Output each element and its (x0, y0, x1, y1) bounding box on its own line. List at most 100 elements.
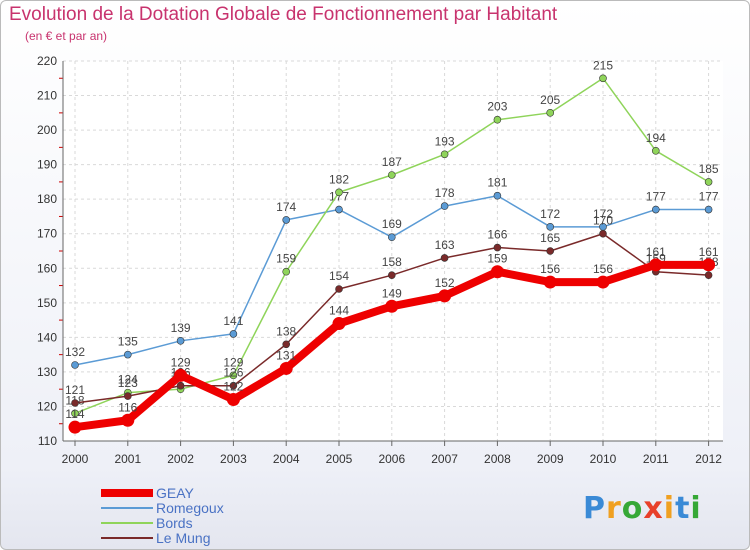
data-point (229, 381, 238, 390)
data-label: 159 (276, 252, 296, 266)
data-label: 193 (435, 134, 455, 148)
y-tick-label: 140 (37, 330, 57, 344)
data-point (546, 109, 555, 117)
x-tick-label: 2005 (326, 452, 353, 466)
data-label: 122 (223, 380, 243, 394)
data-label: 159 (487, 252, 507, 266)
legend-item-romegoux: Romegoux (101, 500, 224, 516)
data-label: 177 (646, 190, 666, 204)
data-point (229, 371, 238, 380)
data-label: 131 (276, 348, 296, 362)
legend-label: Romegoux (156, 500, 224, 516)
data-point (702, 258, 716, 272)
data-point (282, 267, 291, 276)
x-tick-label: 2012 (695, 452, 722, 466)
x-tick-label: 2011 (643, 452, 669, 466)
data-label: 163 (435, 238, 455, 252)
y-tick-label: 180 (37, 192, 57, 206)
data-point (490, 265, 504, 279)
data-point (121, 413, 135, 427)
data-point (279, 361, 293, 375)
data-label: 158 (382, 255, 402, 269)
data-point (71, 409, 79, 418)
data-point (599, 229, 607, 238)
logo-letter: P (583, 491, 606, 526)
data-label: 165 (540, 231, 560, 245)
data-point (176, 337, 185, 345)
series-geay: 114 116 129 122 131 144 149 152 159 156 156 161 161 (65, 245, 719, 434)
data-point (335, 188, 343, 197)
y-tick-label: 130 (37, 365, 57, 379)
data-label: 215 (593, 58, 613, 72)
data-point (704, 205, 713, 214)
data-label: 126 (223, 366, 243, 380)
data-point (440, 202, 449, 210)
y-tick-label: 160 (37, 261, 57, 275)
logo-letter: x (643, 491, 664, 526)
x-tick-label: 2006 (378, 452, 405, 466)
data-label: 154 (329, 269, 349, 283)
data-point (440, 254, 449, 262)
data-label: 161 (646, 245, 666, 259)
data-label: 177 (699, 190, 719, 204)
data-point (124, 392, 132, 400)
data-point (174, 368, 188, 382)
data-point (546, 223, 555, 231)
data-label: 182 (329, 172, 349, 186)
y-tick-label: 170 (37, 227, 57, 241)
chart-subtitle: (en € et par an) (25, 29, 108, 43)
data-label: 139 (171, 321, 191, 335)
data-label: 129 (223, 355, 243, 369)
y-tick-label: 200 (37, 123, 57, 137)
data-label: 141 (223, 314, 243, 328)
proxiti-logo: Proxiti (583, 491, 702, 526)
x-tick-label: 2007 (431, 452, 458, 466)
data-label: 203 (487, 100, 507, 114)
data-label: 116 (118, 400, 137, 414)
legend-item-bords: Bords (101, 515, 193, 531)
data-label: 178 (435, 186, 455, 200)
data-label: 172 (540, 207, 560, 221)
x-tick-label: 2000 (62, 452, 89, 466)
data-point (493, 115, 502, 124)
data-label: 156 (593, 262, 613, 276)
data-point (71, 361, 79, 369)
data-label: 172 (593, 207, 613, 221)
data-point (226, 393, 240, 407)
y-tick-label: 210 (37, 89, 57, 103)
x-tick-label: 2010 (590, 452, 617, 466)
plot-area (63, 61, 723, 441)
data-label: 156 (540, 262, 560, 276)
data-label: 169 (382, 217, 402, 231)
legend-label: GEAY (156, 485, 195, 501)
data-label: 138 (276, 324, 296, 338)
logo-letter: r (606, 491, 622, 526)
data-point (543, 275, 557, 289)
data-point (599, 74, 607, 83)
chart-title: Evolution de la Dotation Globale de Fonc… (9, 4, 558, 25)
data-label: 144 (329, 304, 349, 318)
data-point (493, 243, 502, 252)
y-tick-label: 120 (37, 399, 57, 413)
data-point (704, 178, 713, 186)
data-point (335, 205, 343, 214)
logo-letter: i (690, 491, 702, 526)
x-tick-label: 2008 (484, 452, 511, 466)
data-point (649, 258, 663, 272)
legend-item-geay: GEAY (101, 485, 195, 501)
data-label: 194 (646, 131, 666, 145)
data-label: 129 (171, 355, 191, 369)
data-label: 161 (699, 245, 719, 259)
y-tick-label: 110 (38, 434, 57, 448)
data-label: 187 (382, 155, 402, 169)
logo-letter: o (621, 491, 644, 526)
data-label: 185 (699, 162, 719, 176)
data-label: 132 (65, 345, 85, 359)
y-tick-label: 150 (37, 296, 57, 310)
data-point (596, 275, 610, 289)
data-point (385, 299, 399, 313)
data-point (546, 247, 555, 255)
data-point (332, 317, 346, 331)
y-tick-label: 220 (37, 54, 57, 68)
